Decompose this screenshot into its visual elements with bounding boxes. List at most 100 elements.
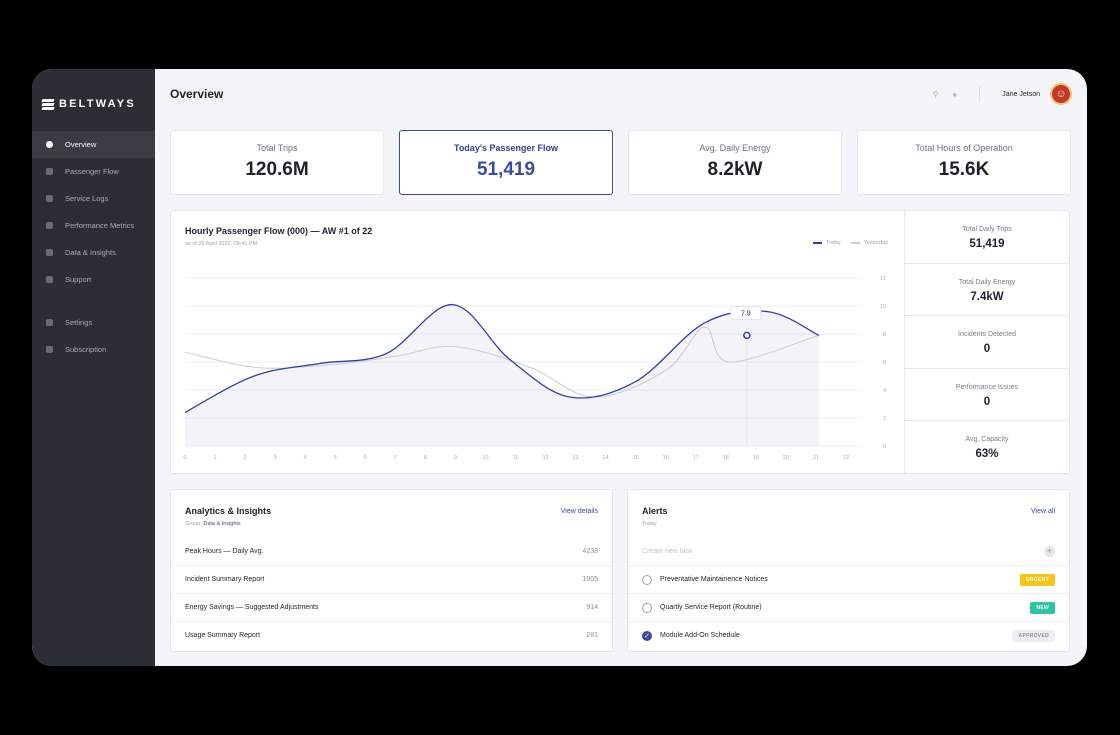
x-tick-label: 4 xyxy=(304,455,307,461)
sidebar-item-performance-metrics[interactable]: Performance Metrics xyxy=(32,212,155,239)
x-tick-label: 10 xyxy=(482,455,488,461)
list-item[interactable]: Peak Hours — Daily Avg. 4238 xyxy=(171,537,612,565)
gear-icon xyxy=(46,319,53,326)
y-tick-label: 8 xyxy=(883,332,886,338)
sidebar-item-label: Support xyxy=(65,275,92,284)
kpi-total-daily-energy: Total Daily Energy 7.4kW xyxy=(905,264,1069,317)
chart-legend: Today Yesterday xyxy=(813,240,888,246)
x-tick-label: 6 xyxy=(364,455,367,461)
x-tick-label: 19 xyxy=(753,455,759,461)
kpi-value: 0 xyxy=(983,343,991,356)
row-label: Incident Summary Report xyxy=(185,576,265,583)
brand-logo[interactable]: BELTWAYS xyxy=(32,69,155,119)
tooltip-value: 7.9 xyxy=(741,310,751,317)
view-all-link[interactable]: View all xyxy=(1031,508,1055,515)
legend-item-yesterday[interactable]: Yesterday xyxy=(850,240,888,246)
page-title: Overview xyxy=(170,87,224,101)
new-task-placeholder: Create new task xyxy=(642,547,693,555)
x-tick-label: 22 xyxy=(843,455,849,461)
data-point-marker xyxy=(743,331,751,340)
sidebar-item-label: Performance Metrics xyxy=(65,221,135,230)
stat-value: 15.6K xyxy=(938,159,990,180)
stat-value: 51,419 xyxy=(476,159,536,180)
checkbox-checked[interactable]: ✓ xyxy=(642,630,652,641)
y-tick-label: 10 xyxy=(880,304,886,310)
task-row[interactable]: ✓ Module Add-On Schedule APPROVED xyxy=(628,621,1069,649)
y-tick-label: 12 xyxy=(880,276,886,282)
kpi-label: Total Daily Energy xyxy=(958,278,1016,286)
x-tick-label: 20 xyxy=(783,455,789,461)
chart-subtitle: as of 25 April 2022, 09:41 PM xyxy=(185,241,258,247)
list-item[interactable]: Energy Savings — Suggested Adjustments 9… xyxy=(171,593,612,621)
x-tick-label: 7 xyxy=(394,455,397,461)
x-tick-label: 13 xyxy=(573,455,579,461)
stat-card-passenger-flow[interactable]: Today's Passenger Flow 51,419 xyxy=(399,130,613,195)
tooltip-box xyxy=(730,305,762,320)
legend-item-today[interactable]: Today xyxy=(813,240,841,246)
x-tick-label: 16 xyxy=(663,455,669,461)
users-icon xyxy=(46,222,53,229)
sidebar-item-overview[interactable]: Overview xyxy=(32,131,155,158)
sidebar-item-subscription[interactable]: Subscription xyxy=(32,336,155,363)
task-label: Module Add-On Schedule xyxy=(660,632,740,639)
list-item[interactable]: Incident Summary Report 1005 xyxy=(171,565,612,593)
chart-area: 0 2 4 6 8 10 12 0 1 2 3 4 5 6 7 8 9 10 11 12 13 14 15 16 17 18 19 2… xyxy=(171,211,905,473)
top-bar: Overview ⚲ ● Jane Jetson ☺ xyxy=(155,69,1087,119)
new-task-input[interactable]: Create new task + xyxy=(628,537,1069,565)
kpi-performance-issues: Performance Issues 0 xyxy=(905,369,1069,422)
search-icon[interactable]: ⚲ xyxy=(932,89,939,99)
task-row[interactable]: Quartly Service Report (Routine) NEW xyxy=(628,593,1069,621)
kpi-label: Total Daily Trips xyxy=(962,226,1012,233)
legend-swatch xyxy=(850,242,860,244)
sidebar-item-data-insights[interactable]: Data & Insights xyxy=(32,239,155,266)
bus-icon xyxy=(46,168,53,175)
panel-subtitle: Group: Data & Insights xyxy=(185,521,241,527)
checkbox[interactable] xyxy=(642,602,652,613)
stat-card-daily-energy[interactable]: Avg. Daily Energy 8.2kW xyxy=(628,130,842,195)
status-badge: NEW xyxy=(1030,601,1055,614)
bell-icon[interactable]: ● xyxy=(952,89,958,99)
legend-label: Yesterday xyxy=(863,240,888,246)
divider xyxy=(979,86,981,102)
status-badge: URGENT xyxy=(1020,573,1055,586)
brand-name: BELTWAYS xyxy=(59,97,136,110)
x-tick-label: 3 xyxy=(274,455,277,461)
sidebar-item-label: Settings xyxy=(65,318,93,327)
pie-chart-icon xyxy=(46,141,53,148)
stat-card-hours-operation[interactable]: Total Hours of Operation 15.6K xyxy=(857,130,1071,195)
stat-card-total-trips[interactable]: Total Trips 120.6M xyxy=(170,130,384,195)
x-tick-label: 18 xyxy=(723,455,729,461)
task-row[interactable]: Preventative Maintainence Notices URGENT xyxy=(628,565,1069,593)
y-tick-label: 0 xyxy=(883,444,886,450)
sidebar-item-support[interactable]: Support xyxy=(32,266,155,293)
stat-label: Today's Passenger Flow xyxy=(453,143,558,153)
avatar[interactable]: ☺ xyxy=(1050,83,1072,105)
checkbox[interactable] xyxy=(642,574,652,585)
sidebar-item-service-logs[interactable]: Service Logs xyxy=(32,185,155,212)
stat-label: Avg. Daily Energy xyxy=(699,143,771,153)
add-task-icon[interactable]: + xyxy=(1044,545,1055,557)
x-tick-label: 1 xyxy=(214,455,217,461)
user-name[interactable]: Jane Jetson xyxy=(1002,90,1040,98)
app-window: BELTWAYS Overview Passenger Flow Service… xyxy=(32,69,1087,666)
sidebar-item-passenger-flow[interactable]: Passenger Flow xyxy=(32,158,155,185)
analytics-panel: Analytics & Insights Group: Data & Insig… xyxy=(170,489,613,652)
row-value: 1005 xyxy=(582,576,598,583)
sidebar-item-label: Service Logs xyxy=(65,194,109,203)
kpi-value: 63% xyxy=(975,448,999,461)
kpi-value: 7.4kW xyxy=(970,290,1004,303)
panel-subtitle: Today xyxy=(642,521,657,527)
kpi-label: Performance Issues xyxy=(955,383,1019,391)
view-details-link[interactable]: View details xyxy=(560,508,598,515)
sidebar-item-settings[interactable]: Settings xyxy=(32,309,155,336)
list-item[interactable]: Usage Summary Report 281 xyxy=(171,621,612,649)
x-tick-label: 14 xyxy=(603,455,609,461)
series-area-today xyxy=(185,304,819,446)
x-tick-label: 0 xyxy=(183,455,186,461)
x-tick-label: 5 xyxy=(334,455,337,461)
logo-icon xyxy=(41,98,55,110)
y-tick-label: 4 xyxy=(883,388,886,394)
legend-swatch xyxy=(813,242,823,244)
task-label: Preventative Maintainence Notices xyxy=(660,576,768,583)
